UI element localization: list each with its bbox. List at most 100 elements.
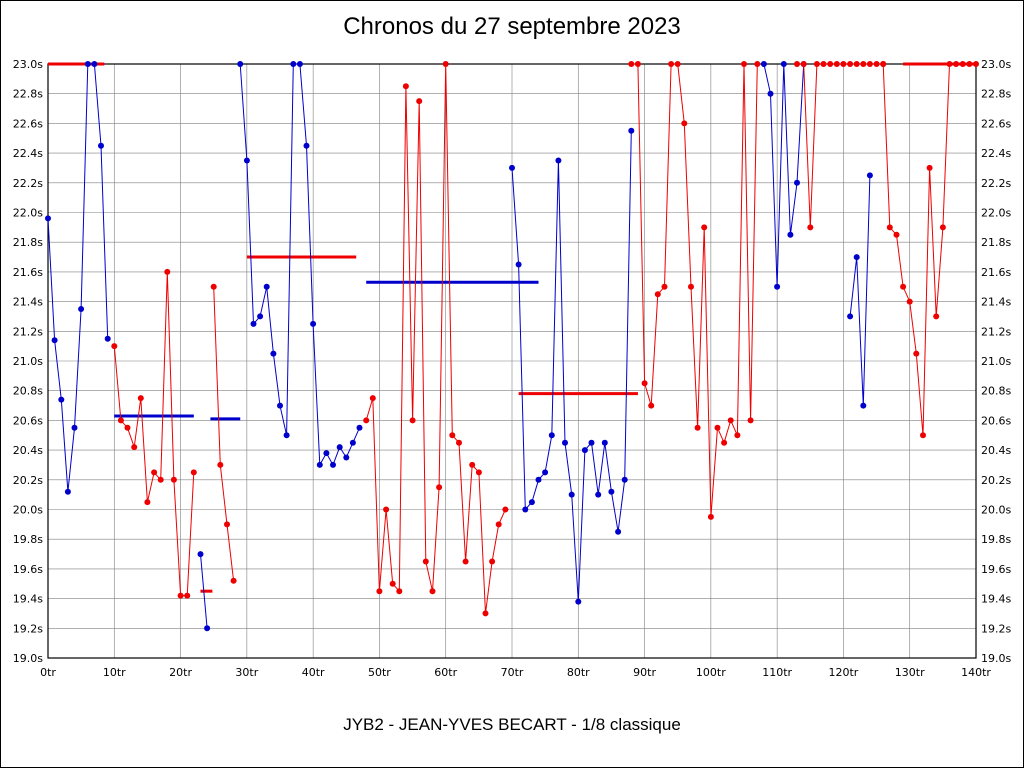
y-axis-label-left: 22.4s: [13, 147, 43, 160]
lap-point: [860, 402, 867, 409]
lap-point: [747, 417, 754, 424]
lap-point: [449, 432, 456, 439]
lap-point: [84, 61, 91, 67]
lap-point: [595, 491, 602, 498]
lap-point: [641, 380, 648, 387]
lap-point: [734, 432, 741, 439]
y-axis-label-right: 20.4s: [981, 444, 1011, 457]
lap-point: [866, 61, 873, 67]
y-axis-label-right: 20.8s: [981, 385, 1011, 398]
lap-line: [47, 63, 109, 492]
y-axis-label-left: 19.0s: [13, 652, 43, 665]
lap-point: [873, 61, 880, 67]
lap-point: [847, 313, 854, 320]
lap-point: [316, 461, 323, 468]
series-stint-blue: [45, 61, 873, 632]
lap-point: [840, 61, 847, 67]
lap-point: [562, 439, 568, 446]
lap-point: [827, 61, 834, 67]
lap-point: [946, 61, 953, 67]
lap-point: [277, 402, 283, 409]
lap-point: [396, 588, 403, 595]
lap-point: [568, 491, 575, 498]
y-axis-label-right: 20.2s: [981, 474, 1011, 487]
lap-point: [794, 61, 800, 67]
lap-point: [800, 61, 807, 67]
lap-point: [621, 476, 628, 483]
lap-point: [833, 61, 840, 67]
x-axis-label: 40tr: [302, 666, 325, 679]
y-axis-label-left: 23.0s: [13, 58, 43, 71]
lap-point: [475, 469, 482, 476]
lap-point: [376, 588, 383, 595]
lap-point: [548, 432, 555, 439]
x-axis-label: 120tr: [829, 666, 859, 679]
y-axis-label-left: 21.4s: [13, 296, 43, 309]
lap-line: [213, 286, 235, 581]
lap-line: [631, 63, 758, 517]
lap-point: [959, 61, 966, 67]
lap-point: [535, 476, 542, 483]
lap-point: [137, 395, 144, 402]
lap-line: [763, 63, 805, 287]
lap-point: [654, 291, 661, 298]
lap-point: [787, 231, 794, 238]
lap-point: [575, 598, 582, 605]
series-stint-red: [111, 61, 979, 617]
lap-point: [807, 224, 814, 231]
y-axis-label-left: 22.8s: [13, 88, 43, 101]
lap-point: [900, 283, 907, 290]
x-axis-label: 20tr: [169, 666, 192, 679]
lap-line: [849, 175, 871, 406]
x-axis-label: 10tr: [103, 666, 126, 679]
lap-point: [615, 528, 622, 535]
lap-point: [462, 558, 469, 565]
lap-line: [200, 554, 208, 629]
lap-point: [754, 61, 761, 67]
lap-point: [528, 499, 535, 506]
lap-point: [860, 61, 867, 67]
y-axis-label-left: 22.0s: [13, 207, 43, 220]
lap-point: [124, 424, 131, 431]
lap-point: [634, 61, 641, 67]
lap-point: [230, 577, 237, 584]
lap-point: [303, 142, 310, 149]
lap-point: [939, 224, 946, 231]
lap-point: [98, 142, 104, 149]
lap-point: [581, 447, 588, 454]
lap-point: [701, 224, 708, 231]
y-axis-label-left: 21.2s: [13, 325, 43, 338]
x-axis-label: 90tr: [633, 666, 656, 679]
lap-point: [880, 61, 887, 67]
y-axis-label-left: 21.6s: [13, 266, 43, 279]
y-axis-label-left: 19.2s: [13, 622, 43, 635]
lap-point: [170, 476, 177, 483]
lap-point: [847, 61, 854, 67]
lap-point: [469, 461, 476, 468]
lap-point: [628, 61, 635, 67]
lap-point: [555, 157, 562, 164]
y-axis-label-right: 19.4s: [981, 593, 1011, 606]
y-axis-label-left: 19.6s: [13, 563, 43, 576]
lap-point: [290, 61, 297, 67]
lap-point: [820, 61, 827, 67]
lap-point: [694, 424, 701, 431]
lap-line: [882, 63, 976, 436]
lap-point: [794, 179, 800, 186]
lap-point: [436, 484, 443, 491]
lap-point: [409, 417, 416, 424]
grid: [47, 63, 977, 659]
lap-point: [926, 164, 933, 171]
x-axis-label: 130tr: [895, 666, 925, 679]
lap-point: [177, 592, 184, 599]
lap-line: [511, 130, 632, 602]
y-axis-label-left: 20.0s: [13, 504, 43, 517]
y-axis-label-left: 21.0s: [13, 355, 43, 368]
lap-line: [239, 63, 360, 467]
lap-point: [389, 580, 396, 587]
chart-footer: JYB2 - JEAN-YVES BECART - 1/8 classique: [343, 715, 681, 734]
lap-point: [780, 61, 787, 67]
lap-point: [117, 417, 124, 424]
lap-point: [197, 551, 204, 558]
lap-point: [674, 61, 681, 67]
